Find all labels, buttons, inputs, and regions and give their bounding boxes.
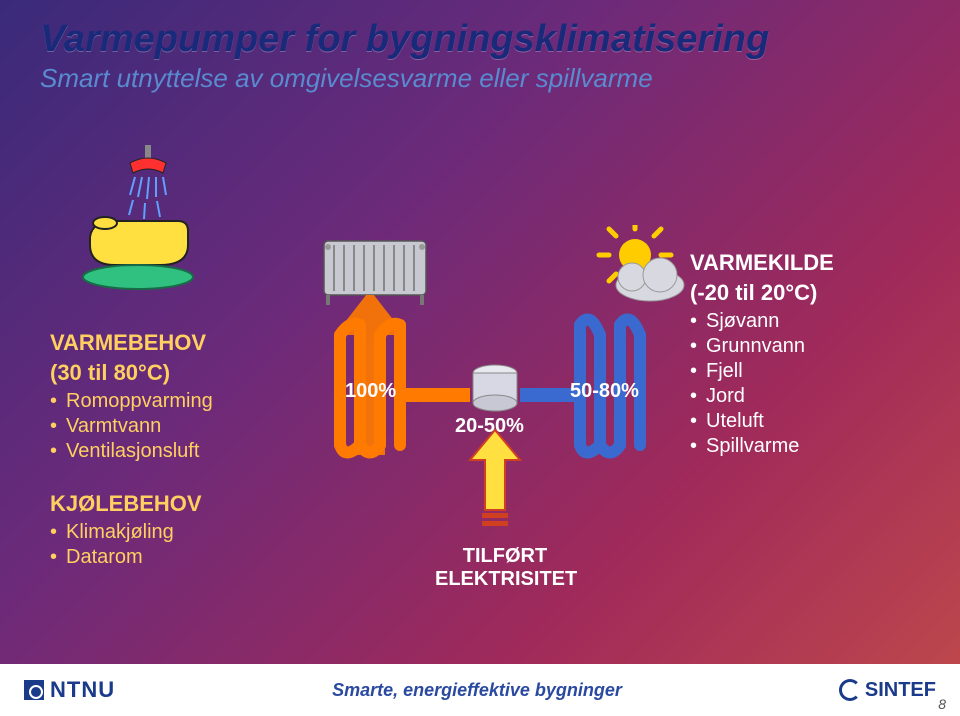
varmebehov-list: Romoppvarming Varmtvann Ventilasjonsluft	[50, 390, 300, 463]
title-block: Varmepumper for bygningsklimatisering Sm…	[40, 18, 769, 94]
varmekilde-block: VARMEKILDE (-20 til 20°C) Sjøvann Grunnv…	[690, 250, 910, 460]
list-item: Jord	[690, 385, 910, 408]
varmekilde-heading: VARMEKILDE	[690, 250, 910, 276]
electricity-label-1: TILFØRT	[463, 545, 547, 567]
sintef-logo-text: SINTEF	[865, 679, 936, 702]
kjolebehov-list: Klimakjøling Datarom	[50, 521, 300, 569]
sintef-logo-icon	[839, 679, 861, 701]
varmebehov-heading: VARMEBEHOV	[50, 330, 300, 356]
pct-output-label: 100%	[345, 380, 396, 403]
varmekilde-range: (-20 til 20°C)	[690, 280, 910, 306]
varmebehov-block: VARMEBEHOV (30 til 80°C) Romoppvarming V…	[50, 330, 300, 571]
sintef-logo: SINTEF	[839, 679, 936, 702]
list-item: Ventilasjonsluft	[50, 440, 300, 463]
list-item: Romoppvarming	[50, 390, 300, 413]
pct-source-label: 50-80%	[570, 380, 639, 403]
list-item: Fjell	[690, 360, 910, 383]
footer-title: Smarte, energieffektive bygninger	[332, 680, 622, 701]
varmebehov-range: (30 til 80°C)	[50, 360, 300, 386]
varmekilde-list: Sjøvann Grunnvann Fjell Jord Uteluft Spi…	[690, 310, 910, 458]
footer: NTNU Smarte, energieffektive bygninger S…	[0, 664, 960, 716]
list-item: Datarom	[50, 546, 300, 569]
list-item: Varmtvann	[50, 415, 300, 438]
slide: Varmepumper for bygningsklimatisering Sm…	[0, 0, 960, 716]
electricity-label-2: ELEKTRISITET	[435, 568, 577, 590]
pct-input-label: 20-50%	[455, 415, 524, 438]
list-item: Klimakjøling	[50, 521, 300, 544]
loop-icon	[290, 295, 690, 585]
kjolebehov-heading: KJØLEBEHOV	[50, 491, 300, 517]
shower-icon	[60, 145, 210, 300]
list-item: Sjøvann	[690, 310, 910, 333]
list-item: Spillvarme	[690, 435, 910, 458]
slide-subtitle: Smart utnyttelse av omgivelsesvarme elle…	[40, 63, 769, 94]
heatpump-diagram: 100% 20-50% 50-80% TILFØRT ELEKTRISITET	[290, 235, 690, 585]
list-item: Grunnvann	[690, 335, 910, 358]
slide-title: Varmepumper for bygningsklimatisering	[40, 18, 769, 61]
ntnu-logo-icon	[24, 680, 44, 700]
ntnu-logo-text: NTNU	[50, 677, 115, 703]
list-item: Uteluft	[690, 410, 910, 433]
page-number: 8	[938, 696, 946, 712]
electricity-label: TILFØRT ELEKTRISITET	[435, 545, 575, 591]
ntnu-logo: NTNU	[24, 677, 115, 703]
